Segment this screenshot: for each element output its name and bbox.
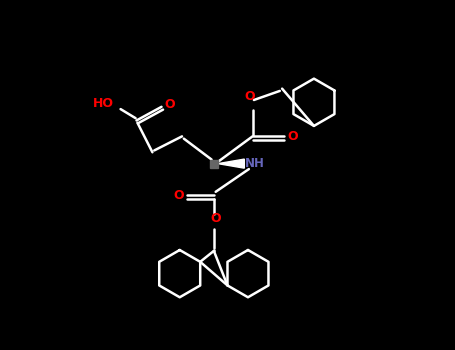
Text: O: O <box>211 212 222 225</box>
Text: O: O <box>173 189 184 202</box>
Text: O: O <box>287 130 298 143</box>
Text: O: O <box>244 90 255 103</box>
Polygon shape <box>218 159 244 168</box>
Polygon shape <box>210 160 218 168</box>
Text: NH: NH <box>245 157 265 170</box>
Text: HO: HO <box>93 97 114 110</box>
Text: O: O <box>164 98 175 111</box>
